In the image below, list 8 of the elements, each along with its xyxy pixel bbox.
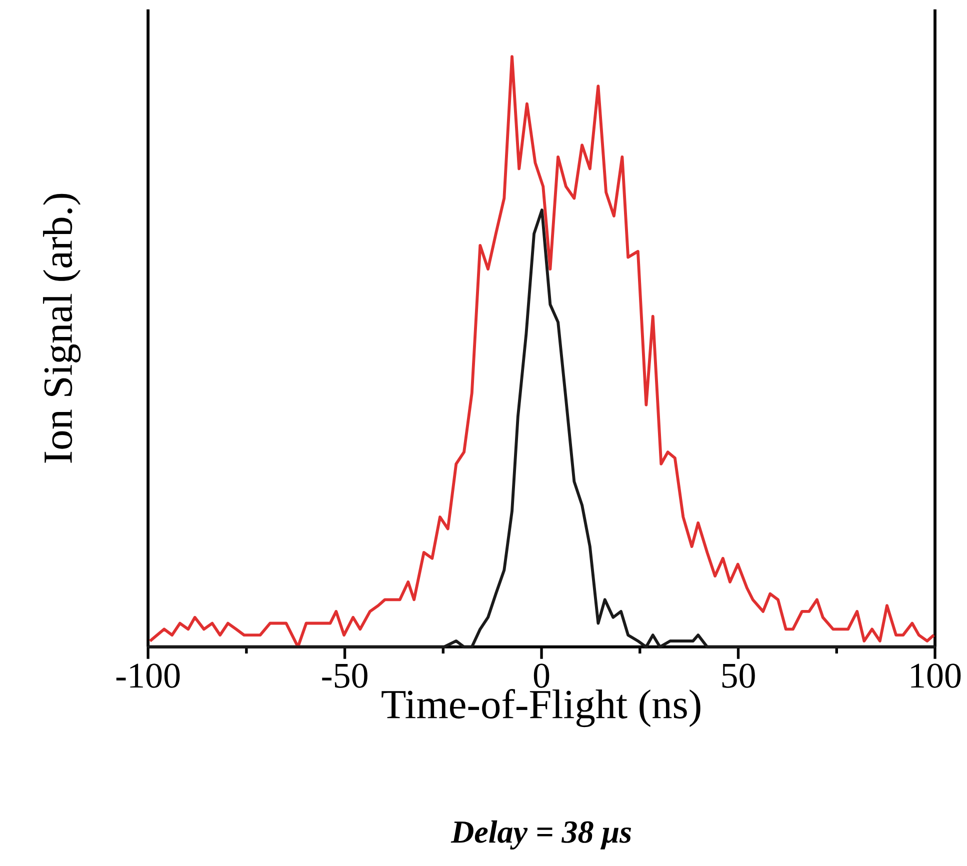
x-tick-label: 50 bbox=[722, 664, 755, 688]
x-tick-label: 100 bbox=[911, 664, 961, 688]
x-tick-label: 0 bbox=[534, 664, 550, 688]
x-tick-label: -50 bbox=[322, 664, 368, 688]
y-axis-title: Ion Signal (arb.) bbox=[43, 194, 81, 463]
x-axis-title: Time-of-Flight (ns) bbox=[382, 689, 700, 728]
x-tick-label: -100 bbox=[116, 664, 180, 688]
text: Delay = 38 μs bbox=[450, 820, 632, 850]
